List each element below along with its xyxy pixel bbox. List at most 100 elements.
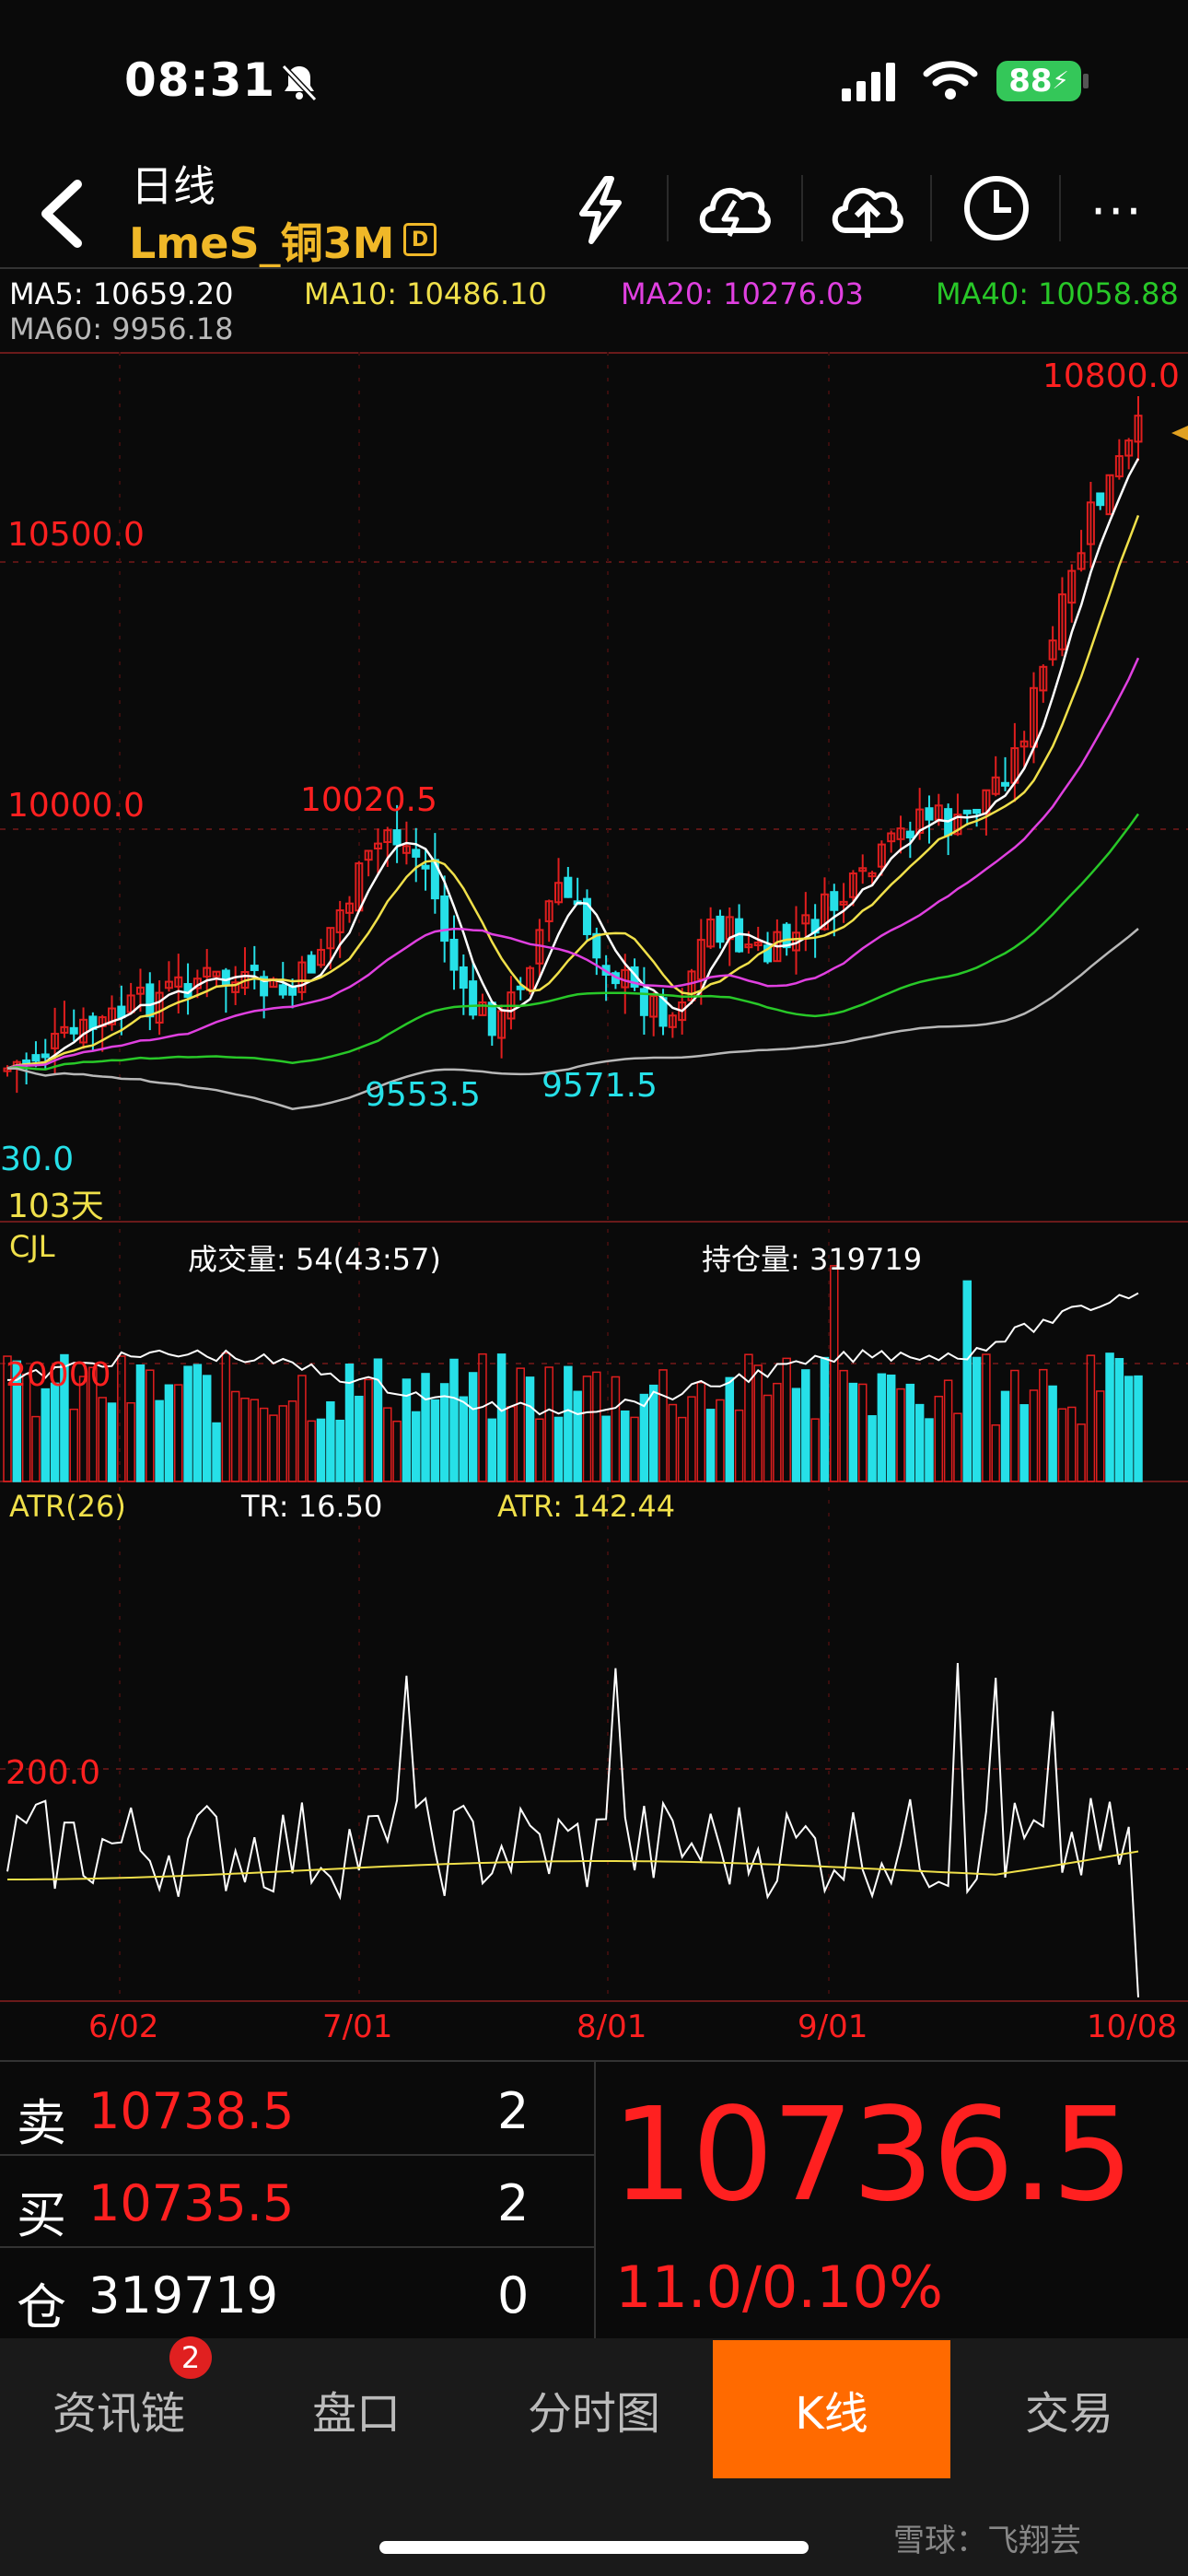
x-tick-4: 9/01 <box>798 2008 868 2045</box>
candle-body <box>459 966 468 989</box>
tab-trade[interactable]: 交易 <box>1024 2388 1113 2440</box>
back-chevron-icon[interactable] <box>33 177 88 251</box>
candle-body <box>392 829 402 846</box>
volume-bar <box>192 1364 203 1482</box>
volume-bar <box>411 1411 421 1482</box>
lightning-icon[interactable] <box>573 175 628 245</box>
cloud-download-icon[interactable] <box>694 173 774 247</box>
volume-bar <box>953 1412 962 1482</box>
volume-bar <box>78 1376 88 1482</box>
candle-body <box>858 867 868 872</box>
x-tick-3: 8/01 <box>577 2008 647 2045</box>
oi-value: 319719 <box>88 2266 279 2324</box>
candle-body <box>487 1001 496 1036</box>
wifi-icon <box>923 61 978 100</box>
current-price-marker-icon <box>1171 426 1188 440</box>
sell-row[interactable]: 卖 10738.5 2 <box>0 2062 594 2156</box>
volume-bar <box>173 1384 183 1482</box>
volume-bar <box>877 1373 887 1482</box>
battery-cap <box>1083 74 1089 88</box>
cloud-upload-icon[interactable] <box>827 173 906 247</box>
candle-body <box>763 944 773 963</box>
volume-bar <box>3 1355 12 1482</box>
buy-label: 买 <box>17 2186 66 2244</box>
volume-bar <box>773 1382 782 1482</box>
volume-bar <box>868 1415 877 1482</box>
volume-bar <box>886 1374 896 1482</box>
symbol-name[interactable]: LmeS_铜3M <box>129 218 395 268</box>
low-price-label-2: 9571.5 <box>542 1067 658 1105</box>
ma5-value: MA5: 10659.20 <box>9 276 234 311</box>
candle-body <box>991 776 1000 795</box>
buy-price: 10735.5 <box>88 2174 295 2232</box>
volume-bar <box>212 1422 221 1482</box>
atr-lines <box>6 1663 1139 1998</box>
candle-body <box>278 984 287 996</box>
buy-row[interactable]: 买 10735.5 2 <box>0 2154 594 2248</box>
volume-bar <box>383 1407 392 1482</box>
tab-orderbook[interactable]: 盘口 <box>311 2388 401 2440</box>
candle-body <box>706 918 716 948</box>
days-label: 103天 <box>7 1188 104 1225</box>
volume-bar <box>1048 1385 1057 1482</box>
candle-body <box>383 829 392 844</box>
candle-body <box>649 995 658 1018</box>
candle-body <box>421 864 430 870</box>
tab-news[interactable]: 资讯链 <box>52 2388 185 2440</box>
candle-body <box>412 849 421 858</box>
volume-bar <box>1086 1354 1096 1482</box>
volume-bar <box>164 1384 174 1482</box>
volume-bar <box>648 1384 658 1482</box>
volume-bar <box>725 1376 735 1482</box>
volume-bar <box>344 1364 355 1482</box>
volume-bar <box>820 1356 830 1482</box>
chart-high-label: 10800.0 <box>1042 357 1180 395</box>
candle-body <box>839 900 848 906</box>
kline-chart[interactable] <box>0 352 1188 2038</box>
candle-body <box>344 902 354 914</box>
candle-body <box>1124 439 1134 457</box>
volume-bar <box>905 1383 915 1482</box>
volume-bar <box>1057 1408 1067 1482</box>
volume-bar <box>98 1397 107 1482</box>
tab-timeshare[interactable]: 分时图 <box>527 2388 660 2440</box>
volume-bar <box>1134 1375 1143 1482</box>
volume-bar <box>60 1353 69 1482</box>
sell-label: 卖 <box>17 2094 66 2152</box>
candle-body <box>1105 474 1114 516</box>
candle-body <box>639 988 648 1016</box>
volume-bar <box>611 1376 621 1482</box>
candle-body <box>592 932 601 959</box>
volume-bar <box>478 1352 487 1482</box>
volume-bar <box>297 1375 307 1482</box>
volume-bar <box>50 1382 60 1482</box>
volume-bar <box>896 1388 905 1482</box>
volume-bar <box>535 1418 544 1482</box>
volume-bar <box>69 1408 78 1482</box>
volume-bar <box>791 1388 801 1482</box>
tab-kline[interactable]: K线 <box>713 2340 950 2478</box>
candle-body <box>544 900 553 922</box>
tr-line <box>6 1663 1139 1998</box>
ma-row: MA5: 10659.20 MA10: 10486.10 MA20: 10276… <box>0 267 1188 354</box>
volume-bar <box>553 1416 564 1482</box>
y-label-10000: 10000.0 <box>7 787 145 825</box>
candle-body <box>1114 455 1124 478</box>
candle-body <box>307 954 316 974</box>
candle-body <box>1067 569 1077 604</box>
candle-body <box>231 981 240 993</box>
volume-bar <box>753 1364 763 1482</box>
volume-bar <box>250 1399 260 1482</box>
ma10-line <box>6 514 1140 1070</box>
volume-bar <box>592 1371 601 1482</box>
candle-body <box>326 927 335 950</box>
candle-body <box>212 970 221 978</box>
candle-body <box>953 814 962 836</box>
volume-bar <box>117 1355 126 1482</box>
quote-panel: 卖 10738.5 2 买 10735.5 2 仓 319719 0 10736… <box>0 2060 1188 2338</box>
home-indicator[interactable] <box>379 2541 809 2554</box>
volume-bar <box>373 1358 383 1482</box>
more-icon[interactable]: ··· <box>1090 182 1144 240</box>
clock-icon[interactable] <box>960 171 1033 245</box>
volume-bar <box>677 1416 687 1482</box>
